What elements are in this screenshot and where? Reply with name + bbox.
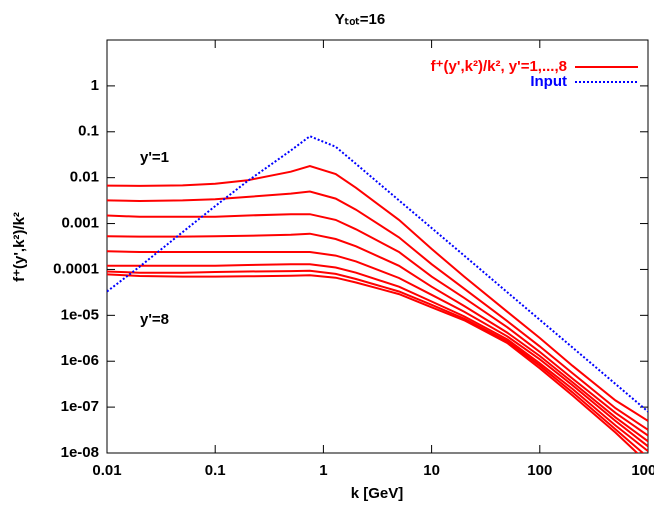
line	[107, 213, 648, 437]
plot-frame	[106, 39, 649, 454]
y-tick-label: 0.0001	[53, 260, 99, 277]
x-tick-label: 1	[319, 462, 327, 479]
y-tick-label: 0.1	[78, 123, 99, 140]
x-tick-label: 0.1	[205, 462, 226, 479]
x-axis-label: k [GeV]	[351, 485, 404, 502]
line	[107, 273, 639, 453]
y-tick-label: 1e-07	[61, 398, 99, 415]
x-tick-label: 10	[423, 462, 440, 479]
line	[107, 190, 648, 431]
line	[107, 269, 645, 453]
y-tick-label: 1e-05	[61, 306, 99, 323]
y-axis-label: f⁺(y',k²)/k²	[11, 212, 28, 282]
x-tick-label: 0.01	[92, 462, 121, 479]
line	[107, 263, 648, 452]
annotation: y'=8	[140, 311, 169, 328]
y-tick-label: 0.01	[70, 169, 99, 186]
line	[107, 164, 648, 422]
x-tick-label: 1000	[631, 462, 654, 479]
y-tick-label: 1	[91, 77, 99, 94]
y-tick-label: 1e-06	[61, 352, 99, 369]
y-tick-label: 1e-08	[61, 444, 99, 461]
line	[107, 135, 648, 413]
annotation: y'=1	[140, 149, 169, 166]
legend-label: Input	[530, 73, 567, 90]
line	[107, 232, 648, 443]
y-tick-label: 0.001	[61, 215, 99, 232]
legend-label: f⁺(y',k²)/k², y'=1,...,8	[431, 58, 567, 75]
chart-title: Yₜₒₜ=16	[335, 11, 385, 28]
line	[107, 250, 648, 448]
x-tick-label: 100	[527, 462, 552, 479]
